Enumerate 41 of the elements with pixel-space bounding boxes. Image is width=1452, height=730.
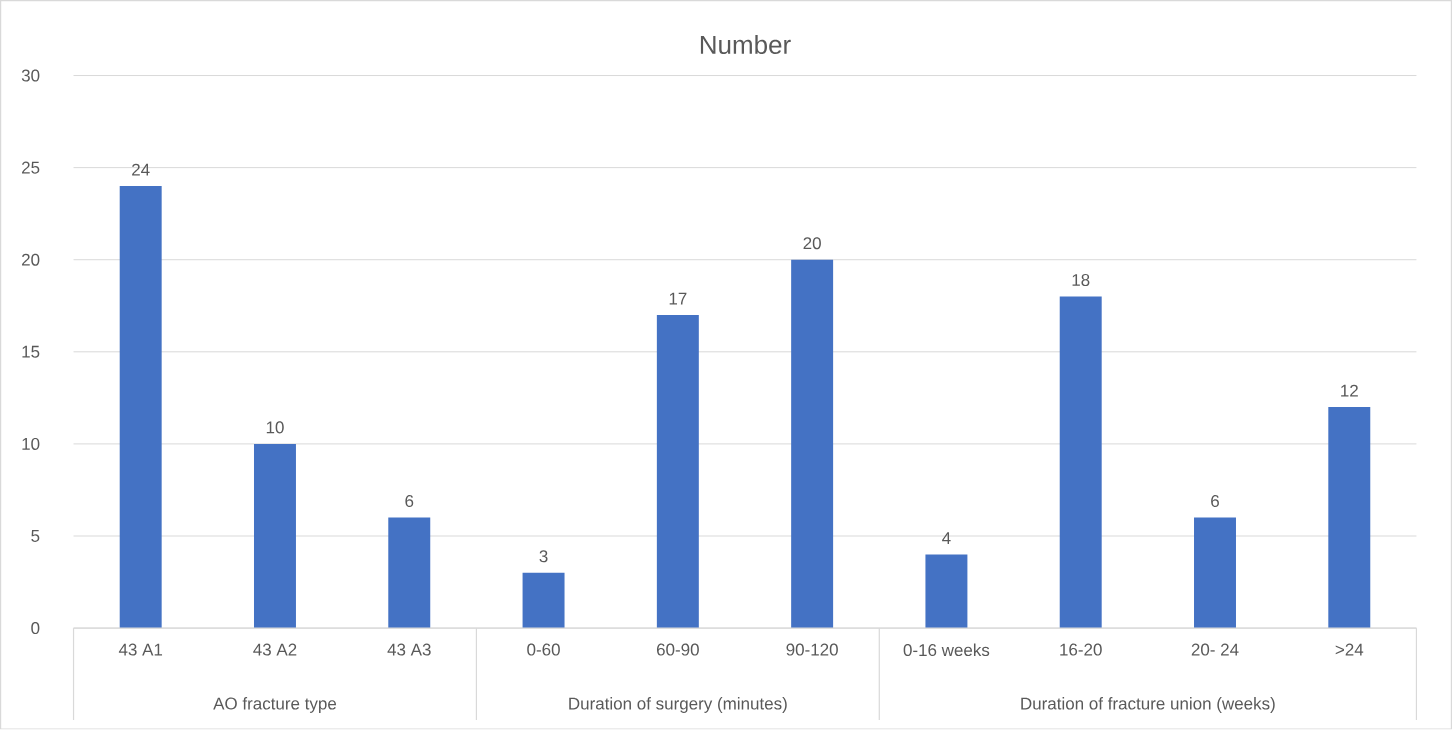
- bar: [1328, 407, 1371, 629]
- x-tick-label: 0-60: [527, 643, 560, 656]
- bar: [1194, 517, 1236, 629]
- bar: [388, 517, 431, 629]
- x-tick-label: 60-90: [656, 643, 699, 656]
- y-tick-label: 5: [31, 530, 40, 543]
- data-label: 10: [266, 421, 284, 434]
- y-tick-label: 15: [22, 346, 40, 358]
- x-tick-label: 43 A2: [253, 643, 297, 656]
- data-label: 4: [942, 532, 951, 545]
- bar: [791, 259, 834, 629]
- y-tick-label: 30: [21, 69, 40, 82]
- data-label: 12: [1341, 384, 1358, 397]
- x-tick-label: 43 A3: [387, 643, 431, 656]
- data-label: 17: [669, 292, 687, 305]
- y-tick-label: 25: [22, 161, 40, 174]
- x-tick-label: 20- 24: [1191, 643, 1239, 656]
- x-tick-label: 16-20: [1060, 643, 1102, 656]
- x-tick-label: 43 A1: [118, 643, 163, 656]
- bar: [1059, 296, 1102, 629]
- bar: [522, 573, 565, 629]
- text: Duration of fracture union (weeks): [1021, 697, 1275, 714]
- data-label: 18: [1072, 274, 1090, 287]
- chart-title: Number: [700, 35, 791, 55]
- data-label: 24: [132, 163, 150, 176]
- text: AO fracture type: [213, 697, 337, 714]
- y-tick-label: 10: [22, 438, 40, 451]
- bar: [253, 444, 296, 629]
- x-tick-label: >24: [1335, 643, 1364, 656]
- bar: [656, 315, 699, 629]
- y-tick-label: 0: [31, 622, 40, 635]
- bar: [119, 186, 162, 629]
- y-tick-label: 20: [22, 253, 40, 266]
- text: Duration of surgery (minutes): [569, 697, 787, 714]
- bar: [925, 554, 968, 629]
- data-label: 20: [803, 237, 821, 250]
- x-tick-label: 90-120: [786, 643, 838, 656]
- x-tick-label: 0-16 weeks: [903, 643, 990, 657]
- data-label: 3: [539, 550, 548, 563]
- data-label: 6: [1211, 495, 1219, 508]
- data-label: 6: [405, 495, 414, 508]
